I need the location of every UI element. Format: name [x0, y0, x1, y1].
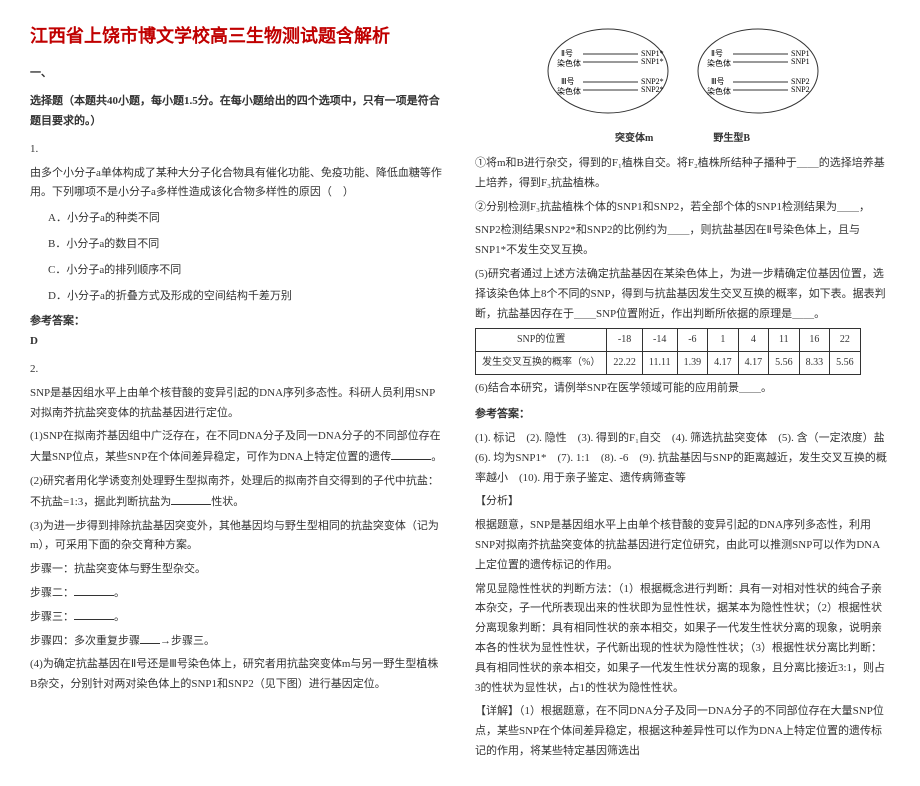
svg-text:Ⅲ号: Ⅲ号 [711, 77, 725, 86]
analysis-1: 根据题意，SNP是基因组水平上由单个核苷酸的变异引起的DNA序列多态性，利用SN… [475, 516, 890, 575]
r2b: SNP2检测结果SNP2*和SNP2的比例约为＿＿，则抗盐基因在Ⅱ号染色体上，且… [475, 221, 890, 261]
q2-p4: (3)为进一步得到排除抗盐基因突变外，其他基因均与野生型相同的抗盐突变体（记为m… [30, 517, 445, 557]
chr2-label: Ⅱ号 [561, 49, 573, 58]
r1: ①将m和B进行杂交，得到的F₁植株自交。将F₂植株所结种子播种于＿＿的选择培养基… [475, 154, 890, 194]
doc-title: 江西省上饶市博文学校高三生物测试题含解析 [30, 20, 445, 52]
q2-p3: (2)研究者用化学诱变剂处理野生型拟南芥，处理后的拟南芥自交得到的子代中抗盐：不… [30, 472, 445, 513]
r-ans-label: 参考答案： [475, 405, 890, 425]
svg-text:染色体: 染色体 [557, 58, 581, 68]
q2-step4: 步骤四：多次重复步骤→步骤三。 [30, 631, 445, 652]
svg-text:染色体: 染色体 [707, 58, 731, 68]
wildtype-diagram: Ⅱ号 染色体 SNP1 SNP1 Ⅲ号 染色体 SNP2 SNP2 [693, 26, 823, 126]
section-instr: 选择题（本题共40小题，每小题1.5分。在每小题给出的四个选项中，只有一项是符合… [30, 92, 445, 132]
q1-ans-label: 参考答案： [30, 312, 445, 332]
table-data-row: 发生交叉互换的概率（%） 22.22 11.11 1.39 4.17 4.17 … [476, 352, 861, 375]
svg-text:SNP1*: SNP1* [641, 57, 664, 66]
diagram-labels: 突变体m 野生型B [475, 130, 890, 148]
r2a: ②分别检测F₃抗盐植株个体的SNP1和SNP2，若全部个体的SNP1检测结果为＿… [475, 198, 890, 218]
mutant-diagram: Ⅱ号 染色体 SNP1* SNP1* Ⅲ号 染色体 SNP2* SNP2* [543, 26, 673, 126]
q2-num: 2. [30, 360, 445, 380]
analysis-2: 常见显隐性性状的判断方法：（1）根据概念进行判断：具有一对相对性状的纯合子亲本杂… [475, 580, 890, 699]
q2-step2: 步骤二：。 [30, 583, 445, 604]
svg-text:SNP1: SNP1 [791, 57, 810, 66]
svg-text:SNP2*: SNP2* [641, 85, 664, 94]
blank [171, 492, 211, 505]
q1-opt-b: B．小分子a的数目不同 [48, 235, 445, 255]
q1-text: 由多个小分子a单体构成了某种大分子化合物具有催化功能、免疫功能、降低血糖等作用。… [30, 164, 445, 204]
q1-opt-c: C．小分子a的排列顺序不同 [48, 261, 445, 281]
chr3-label: Ⅲ号 [561, 77, 575, 86]
r4: (6)结合本研究，请例举SNP在医学领域可能的应用前景＿＿。 [475, 379, 890, 399]
snp-table: SNP的位置 -18 -14 -6 1 4 11 16 22 发生交叉互换的概率… [475, 328, 861, 375]
svg-text:Ⅱ号: Ⅱ号 [711, 49, 723, 58]
q1-num: 1. [30, 140, 445, 160]
q1-opt-a: A．小分子a的种类不同 [48, 209, 445, 229]
r-ans1: (1). 标记 (2). 隐性 (3). 得到的F₁自交 (4). 筛选抗盐突变… [475, 429, 890, 488]
blank [140, 631, 160, 644]
analysis-3: 【详解】（1）根据题意，在不同DNA分子及同一DNA分子的不同部位存在大量SNP… [475, 702, 890, 761]
q2-step3: 步骤三：。 [30, 607, 445, 628]
r3: (5)研究者通过上述方法确定抗盐基因在某染色体上，为进一步精确定位基因位置，选择… [475, 265, 890, 324]
right-column: Ⅱ号 染色体 SNP1* SNP1* Ⅲ号 染色体 SNP2* SNP2* Ⅱ号… [475, 20, 890, 766]
section-head: 一、 [30, 64, 445, 84]
svg-text:染色体: 染色体 [557, 86, 581, 96]
q2-p2: (1)SNP在拟南芥基因组中广泛存在，在不同DNA分子及同一DNA分子的不同部位… [30, 427, 445, 468]
q1-opt-d: D．小分子a的折叠方式及形成的空间结构千差万别 [48, 287, 445, 307]
svg-text:SNP2: SNP2 [791, 85, 810, 94]
table-header-row: SNP的位置 -18 -14 -6 1 4 11 16 22 [476, 329, 861, 352]
q2-p5: (4)为确定抗盐基因在Ⅱ号还是Ⅲ号染色体上，研究者用抗盐突变体m与另一野生型植株… [30, 655, 445, 695]
blank [74, 583, 114, 596]
blank [391, 447, 431, 460]
q1-ans-val: D [30, 332, 445, 352]
svg-text:染色体: 染色体 [707, 86, 731, 96]
analysis-label: 【分析】 [475, 492, 890, 512]
q2-step1: 步骤一：抗盐突变体与野生型杂交。 [30, 560, 445, 580]
blank [74, 607, 114, 620]
left-column: 江西省上饶市博文学校高三生物测试题含解析 一、 选择题（本题共40小题，每小题1… [30, 20, 445, 766]
chromosome-diagrams: Ⅱ号 染色体 SNP1* SNP1* Ⅲ号 染色体 SNP2* SNP2* Ⅱ号… [475, 26, 890, 126]
q2-p1: SNP是基因组水平上由单个核苷酸的变异引起的DNA序列多态性。科研人员利用SNP… [30, 384, 445, 424]
